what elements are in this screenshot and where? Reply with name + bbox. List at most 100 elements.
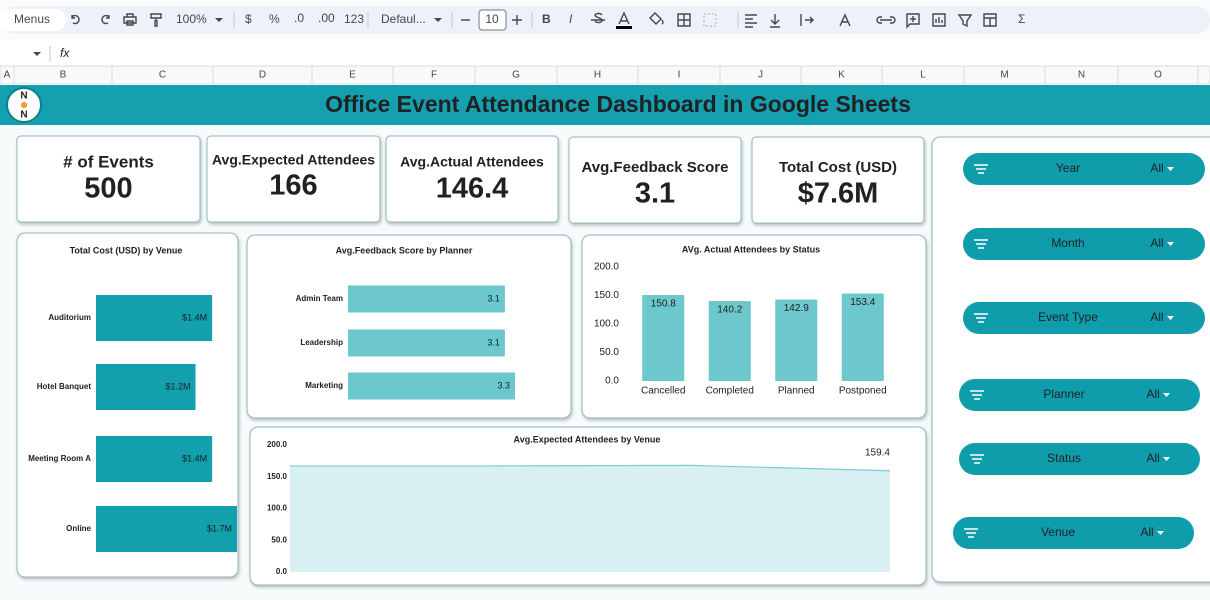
filter-value[interactable]: All bbox=[1146, 451, 1159, 465]
filter-control[interactable] bbox=[959, 379, 1200, 411]
chart-title: Avg.Feedback Score by Planner bbox=[336, 245, 473, 255]
filter-icon[interactable] bbox=[970, 390, 984, 400]
filter-label[interactable]: Status bbox=[1047, 451, 1081, 465]
name-box-caret[interactable] bbox=[33, 52, 41, 56]
comment-icon[interactable] bbox=[906, 13, 920, 29]
category-label: Meeting Room A bbox=[28, 454, 91, 463]
data-label: 159.4 bbox=[865, 447, 890, 458]
percent-format[interactable]: % bbox=[269, 12, 280, 26]
number-format[interactable]: 123 bbox=[344, 12, 364, 26]
borders-icon[interactable] bbox=[677, 13, 691, 27]
filter-caret[interactable] bbox=[1157, 531, 1164, 535]
filter-icon[interactable] bbox=[974, 239, 988, 249]
filter-caret[interactable] bbox=[1167, 167, 1174, 171]
filter-caret[interactable] bbox=[1163, 457, 1170, 461]
bar bbox=[348, 372, 515, 400]
column-letter[interactable]: E bbox=[349, 70, 356, 81]
filter-control[interactable] bbox=[963, 302, 1205, 334]
font-size-increase[interactable] bbox=[512, 15, 522, 25]
text-color-icon[interactable] bbox=[618, 11, 630, 25]
filter-icon[interactable] bbox=[974, 164, 988, 174]
filter-icon[interactable] bbox=[970, 454, 984, 464]
dashboard-title: Office Event Attendance Dashboard in Goo… bbox=[325, 91, 911, 117]
column-letter[interactable]: O bbox=[1154, 70, 1162, 81]
column-letter[interactable]: H bbox=[594, 70, 601, 81]
category-label: Leadership bbox=[300, 338, 343, 347]
align-icon[interactable] bbox=[745, 14, 757, 28]
column-letter[interactable]: M bbox=[1000, 70, 1008, 81]
filter-label[interactable]: Venue bbox=[1041, 525, 1075, 539]
zoom-caret[interactable] bbox=[215, 18, 223, 22]
kpi-label: # of Events bbox=[63, 152, 154, 171]
column-letter[interactable]: F bbox=[431, 70, 437, 81]
data-label: $1.7M bbox=[207, 523, 232, 533]
fill-color-icon[interactable] bbox=[649, 12, 664, 25]
font-size-box[interactable] bbox=[478, 9, 507, 31]
filter-control[interactable] bbox=[963, 228, 1205, 260]
filter-label[interactable]: Year bbox=[1056, 161, 1080, 175]
filter-value[interactable]: All bbox=[1146, 387, 1159, 401]
filter-control[interactable] bbox=[959, 443, 1200, 475]
menus-search[interactable] bbox=[0, 9, 66, 31]
redo-icon[interactable] bbox=[101, 14, 110, 25]
column-letter[interactable]: A bbox=[4, 70, 11, 81]
print-icon[interactable] bbox=[123, 13, 137, 26]
filter-caret[interactable] bbox=[1167, 242, 1174, 246]
column-letter[interactable]: I bbox=[678, 70, 681, 81]
kpi-value: 166 bbox=[269, 170, 317, 202]
column-letter[interactable]: G bbox=[512, 70, 520, 81]
dashboard-content: # of Events 500 Avg.Expected Attendees 166 A… bbox=[16, 135, 1205, 586]
column-letter[interactable]: J bbox=[758, 70, 763, 81]
column-letter[interactable]: B bbox=[60, 70, 67, 81]
filter-value[interactable]: All bbox=[1150, 161, 1163, 175]
y-tick-label: 200.0 bbox=[267, 440, 288, 449]
link-icon[interactable] bbox=[876, 16, 896, 24]
kpi-card bbox=[385, 135, 559, 223]
filter-caret[interactable] bbox=[1167, 316, 1174, 320]
filter-control[interactable] bbox=[953, 517, 1194, 549]
currency-format[interactable]: $ bbox=[245, 12, 252, 26]
column-letter[interactable]: D bbox=[259, 70, 266, 81]
data-label: $1.2M bbox=[166, 381, 191, 391]
increase-decimals[interactable]: .00 bbox=[318, 11, 335, 25]
bold-button[interactable]: B bbox=[542, 12, 551, 26]
font-caret[interactable] bbox=[434, 18, 442, 22]
decrease-decimals[interactable]: .0 bbox=[294, 11, 304, 25]
data-label: 150.8 bbox=[651, 299, 676, 310]
column-letter[interactable]: K bbox=[838, 70, 845, 81]
wrap-icon[interactable] bbox=[800, 14, 814, 26]
filter-label[interactable]: Event Type bbox=[1038, 310, 1098, 324]
italic-button[interactable]: I bbox=[569, 12, 573, 26]
functions-button[interactable]: Σ bbox=[1018, 12, 1025, 26]
valign-icon[interactable] bbox=[770, 14, 780, 28]
filter-views-icon[interactable] bbox=[983, 13, 997, 27]
column-letter[interactable]: L bbox=[920, 70, 926, 81]
filter-control[interactable] bbox=[963, 153, 1205, 185]
strikethrough-icon[interactable] bbox=[591, 12, 605, 24]
kpi-value: 3.1 bbox=[635, 178, 675, 210]
rotate-icon[interactable] bbox=[839, 13, 851, 27]
filter-value[interactable]: All bbox=[1140, 525, 1153, 539]
merge-icon[interactable] bbox=[703, 13, 717, 27]
font-family[interactable]: Defaul... bbox=[381, 12, 426, 26]
filter-value[interactable]: All bbox=[1150, 236, 1163, 250]
font-size[interactable]: 10 bbox=[485, 12, 499, 26]
filter-value[interactable]: All bbox=[1150, 310, 1163, 324]
menus-label[interactable]: Menus bbox=[14, 12, 50, 26]
logo-letter: N bbox=[20, 91, 27, 102]
column-letter[interactable]: N bbox=[1078, 70, 1085, 81]
undo-icon[interactable] bbox=[71, 14, 80, 25]
filter-label[interactable]: Planner bbox=[1043, 387, 1084, 401]
paint-format-icon[interactable] bbox=[150, 13, 162, 27]
filter-icon[interactable] bbox=[974, 313, 988, 323]
filter-caret[interactable] bbox=[1163, 393, 1170, 397]
zoom-value[interactable]: 100% bbox=[176, 12, 207, 26]
chart-icon[interactable] bbox=[932, 13, 946, 27]
column-letter[interactable]: C bbox=[159, 70, 166, 81]
x-tick-label: Cancelled bbox=[641, 386, 685, 397]
filter-icon[interactable] bbox=[964, 528, 978, 538]
filter-label[interactable]: Month bbox=[1051, 236, 1084, 250]
kpi-card bbox=[751, 136, 925, 224]
filter-icon[interactable] bbox=[957, 14, 973, 28]
